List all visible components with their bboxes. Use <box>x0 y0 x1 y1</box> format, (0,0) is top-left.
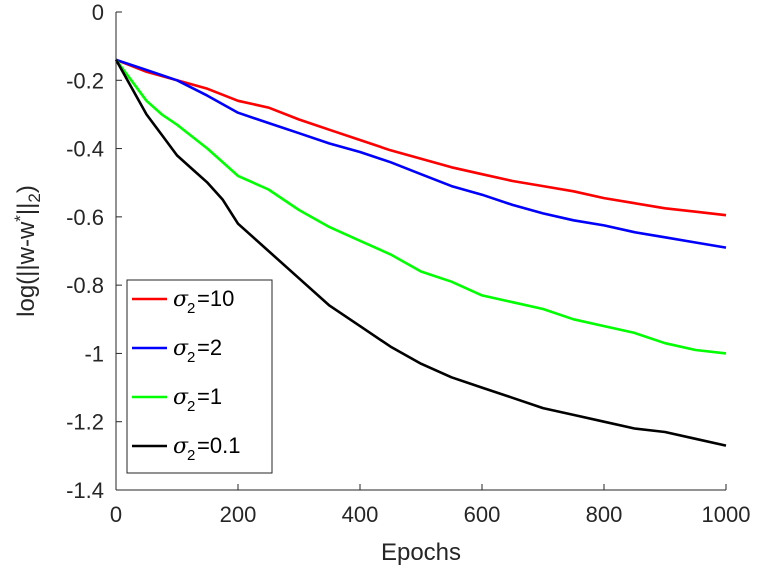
ticks: 0 200 400 600 800 1000 0 -0.2 -0.4 -0.6 -0.8 -1 -1.2… <box>66 0 750 527</box>
legend-value-2: =1 <box>197 384 222 409</box>
x-tick-label-2: 400 <box>342 502 379 527</box>
legend-value-1: =2 <box>197 335 222 360</box>
legend-symbol-3: σ <box>173 434 189 459</box>
legend-value-0: =10 <box>197 286 234 311</box>
y-axis-label-end: ) <box>13 185 40 193</box>
legend-symbol-0: σ <box>173 287 189 312</box>
y-tick-label-4: -0.8 <box>66 273 104 298</box>
y-tick-label-5: -1 <box>84 341 104 366</box>
series-line-2 <box>114 59 727 355</box>
y-tick-label-7: -1.4 <box>66 478 104 503</box>
y-tick-label-0: 0 <box>92 0 104 25</box>
x-tick-label-0: 0 <box>110 502 122 527</box>
legend-value-3: =0.1 <box>197 433 240 458</box>
x-tick-label-4: 800 <box>586 502 623 527</box>
x-tick-label-5: 1000 <box>702 502 751 527</box>
y-tick-label-2: -0.4 <box>66 137 104 162</box>
y-tick-label-1: -0.2 <box>66 68 104 93</box>
y-axis-label-main: log(||w-w <box>13 221 40 317</box>
x-tick-label-3: 600 <box>464 502 501 527</box>
legend-symbol-2: σ <box>173 385 189 410</box>
y-axis-label-sub: 2 <box>25 193 44 202</box>
series-line-1 <box>115 58 727 249</box>
legend-subscript-0: 2 <box>187 300 195 317</box>
axes <box>115 12 726 491</box>
y-tick-label-6: -1.2 <box>66 410 104 435</box>
series-layer <box>114 58 727 447</box>
y-tick-label-3: -0.6 <box>66 205 104 230</box>
legend-subscript-2: 2 <box>187 398 195 415</box>
series-line-3 <box>114 59 727 447</box>
y-axis-label: log(||w-w*||2) <box>11 185 44 317</box>
legend-symbol-1: σ <box>173 336 189 361</box>
legend-subscript-1: 2 <box>187 349 195 366</box>
series-line-0 <box>115 58 727 217</box>
x-axis-label: Epochs <box>381 539 461 566</box>
legend-subscript-3: 2 <box>187 447 195 464</box>
y-axis-label-mid: || <box>13 203 40 215</box>
y-axis-label-sup: * <box>11 215 30 222</box>
x-tick-label-1: 200 <box>220 502 257 527</box>
legend-box <box>126 279 273 474</box>
